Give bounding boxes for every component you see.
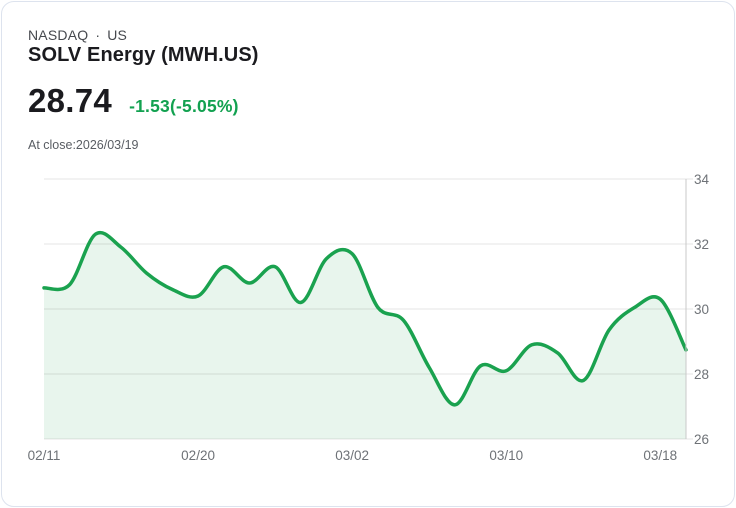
exchange-row: NASDAQ · US: [28, 26, 127, 44]
y-tick-label-32: 32: [694, 237, 709, 252]
x-tick-label-02-20: 02/20: [181, 448, 215, 463]
chart-tick-labels: 26 28 30 32 34 02/11 02/20 03/02 03/10 03/18: [28, 172, 710, 463]
y-tick-label-28: 28: [694, 367, 709, 382]
price-line: [42, 230, 688, 407]
separator-dot: ·: [95, 27, 101, 43]
price-chart[interactable]: 26 28 30 32 34 02/11 02/20 03/02 03/10 03/18: [2, 158, 736, 478]
stock-title: SOLV Energy (MWH.US): [28, 44, 259, 66]
x-tick-label-03-18: 03/18: [643, 448, 677, 463]
x-tick-label-03-10: 03/10: [489, 448, 523, 463]
current-price: 28.74: [28, 82, 113, 119]
chart-area: [44, 232, 686, 439]
chart-gridlines: [44, 178, 693, 440]
exchange-label: NASDAQ: [28, 27, 89, 43]
y-tick-label-26: 26: [694, 432, 709, 447]
y-tick-label-34: 34: [694, 172, 710, 187]
as-of-date: At close:2026/03/19: [28, 138, 139, 152]
price-row: 28.74 -1.53(-5.05%): [28, 82, 239, 119]
x-tick-label-03-02: 03/02: [335, 448, 369, 463]
y-tick-label-30: 30: [694, 302, 709, 317]
region-label: US: [107, 27, 128, 43]
price-area-fill: [44, 232, 686, 439]
chart-line: [42, 230, 688, 407]
x-tick-label-02-11: 02/11: [28, 448, 61, 463]
price-change: -1.53(-5.05%): [129, 96, 239, 116]
